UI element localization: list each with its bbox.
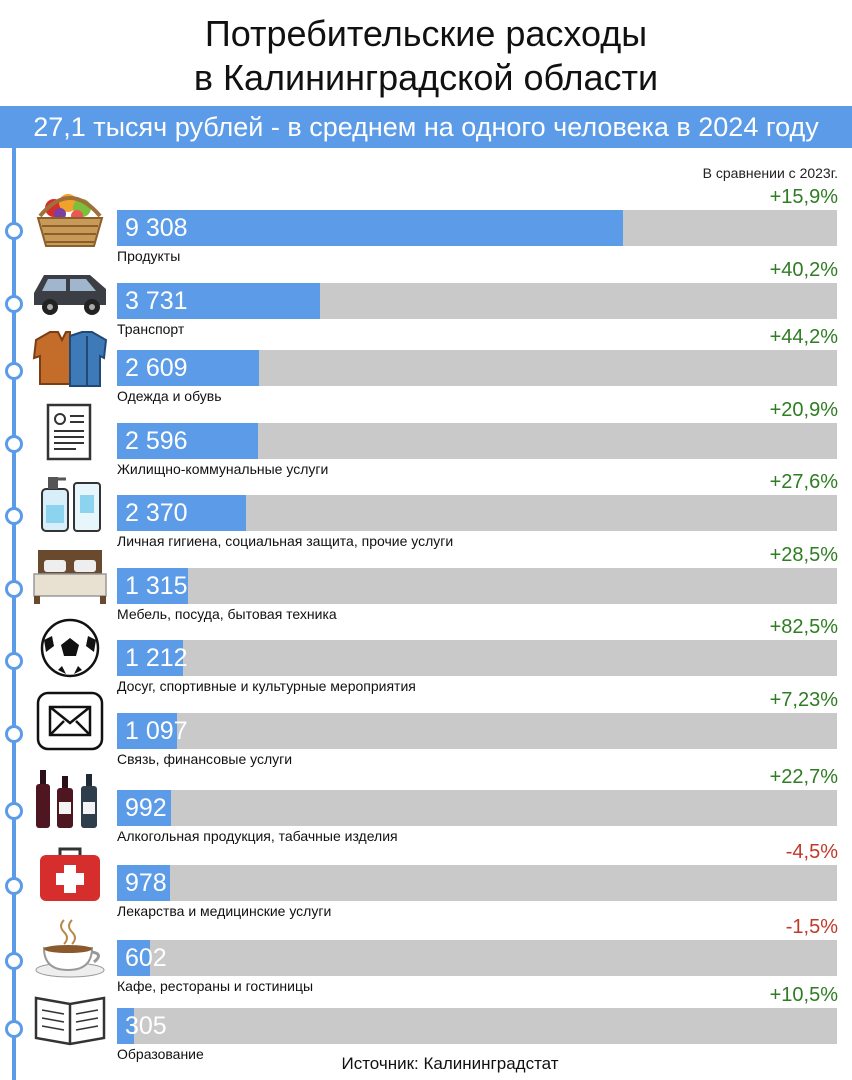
bar-value-label: 1 212 xyxy=(125,644,188,672)
timeline-dot xyxy=(5,802,23,820)
bar xyxy=(117,865,170,901)
envelope-icon xyxy=(36,691,104,751)
change-label: +40,2% xyxy=(769,259,838,281)
bar xyxy=(117,790,171,826)
clothes-icon xyxy=(32,331,108,387)
change-label: +44,2% xyxy=(769,326,838,348)
timeline-dot xyxy=(5,1020,23,1038)
timeline-dot xyxy=(5,222,23,240)
timeline-dot xyxy=(5,362,23,380)
change-label: -4,5% xyxy=(785,841,838,863)
bar xyxy=(117,640,183,676)
book-icon xyxy=(34,996,106,1046)
bar-value-label: 2 609 xyxy=(125,354,188,382)
timeline-dot xyxy=(5,952,23,970)
bar-value-label: 992 xyxy=(125,794,167,822)
comparison-note: В сравнении с 2023г. xyxy=(702,165,838,181)
bar-value-label: 1 097 xyxy=(125,717,188,745)
change-label: +7,23% xyxy=(769,689,838,711)
bar-value-label: 305 xyxy=(125,1012,167,1040)
category-label: Алкогольная продукция, табачные изделия xyxy=(117,828,398,844)
hygiene-icon xyxy=(41,477,101,532)
bar-track xyxy=(117,790,837,826)
timeline-dot xyxy=(5,877,23,895)
bar xyxy=(117,495,246,531)
timeline-line xyxy=(12,148,16,1080)
bar xyxy=(117,940,150,976)
bar-track xyxy=(117,568,837,604)
change-label: +27,6% xyxy=(769,471,838,493)
change-label: +82,5% xyxy=(769,616,838,638)
title-line-1: Потребительские расходы xyxy=(204,13,648,54)
category-label: Связь, финансовые услуги xyxy=(117,751,293,767)
bar xyxy=(117,210,623,246)
bar-value-label: 2 370 xyxy=(125,499,188,527)
timeline-dot xyxy=(5,295,23,313)
bar xyxy=(117,283,320,319)
coffee-cup-icon xyxy=(35,919,105,978)
bar xyxy=(117,713,177,749)
timeline-dot xyxy=(5,652,23,670)
bar-value-label: 3 731 xyxy=(125,287,188,315)
category-label: Продукты xyxy=(117,248,181,264)
bar-track xyxy=(117,865,837,901)
change-label: +22,7% xyxy=(769,766,838,788)
source-note: Источник: Калининградстат xyxy=(341,1054,559,1073)
bar xyxy=(117,423,258,459)
basket-icon xyxy=(36,194,104,247)
category-label: Образование xyxy=(117,1046,204,1062)
bar-value-label: 978 xyxy=(125,869,167,897)
bar-track xyxy=(117,940,837,976)
bar-value-label: 1 315 xyxy=(125,572,188,600)
bar-track xyxy=(117,1008,837,1044)
timeline-dot xyxy=(5,435,23,453)
timeline-dot xyxy=(5,725,23,743)
category-label: Мебель, посуда, бытовая техника xyxy=(117,606,337,622)
document-icon xyxy=(46,403,92,461)
bottles-icon xyxy=(36,770,97,828)
category-label: Жилищно-коммунальные услуги xyxy=(117,461,329,477)
change-label: +15,9% xyxy=(769,186,838,208)
car-icon xyxy=(34,275,106,315)
first-aid-icon xyxy=(40,847,100,901)
category-label: Личная гигиена, социальная защита, прочи… xyxy=(117,533,454,549)
title-line-2: в Калининградской области xyxy=(193,57,659,98)
bar-value-label: 2 596 xyxy=(125,427,188,455)
bar-track xyxy=(117,640,837,676)
bed-icon xyxy=(33,550,107,604)
bar xyxy=(117,1008,134,1044)
bar-track xyxy=(117,713,837,749)
timeline-dot xyxy=(5,507,23,525)
page-title: Потребительские расходы в Калининградско… xyxy=(0,12,852,100)
change-label: +28,5% xyxy=(769,544,838,566)
category-label: Кафе, рестораны и гостиницы xyxy=(117,978,314,994)
subtitle-banner: 27,1 тысяч рублей - в среднем на одного … xyxy=(0,106,852,148)
bar xyxy=(117,350,259,386)
category-label: Одежда и обувь xyxy=(117,388,222,404)
change-label: +20,9% xyxy=(769,399,838,421)
bar-value-label: 602 xyxy=(125,944,167,972)
category-label: Транспорт xyxy=(117,321,185,337)
change-label: +10,5% xyxy=(769,984,838,1006)
category-label: Лекарства и медицинские услуги xyxy=(117,903,332,919)
ball-icon xyxy=(40,618,100,678)
bar-value-label: 9 308 xyxy=(125,214,188,242)
category-label: Досуг, спортивные и культурные мероприят… xyxy=(117,678,416,694)
change-label: -1,5% xyxy=(785,916,838,938)
bar xyxy=(117,568,188,604)
timeline-dot xyxy=(5,580,23,598)
